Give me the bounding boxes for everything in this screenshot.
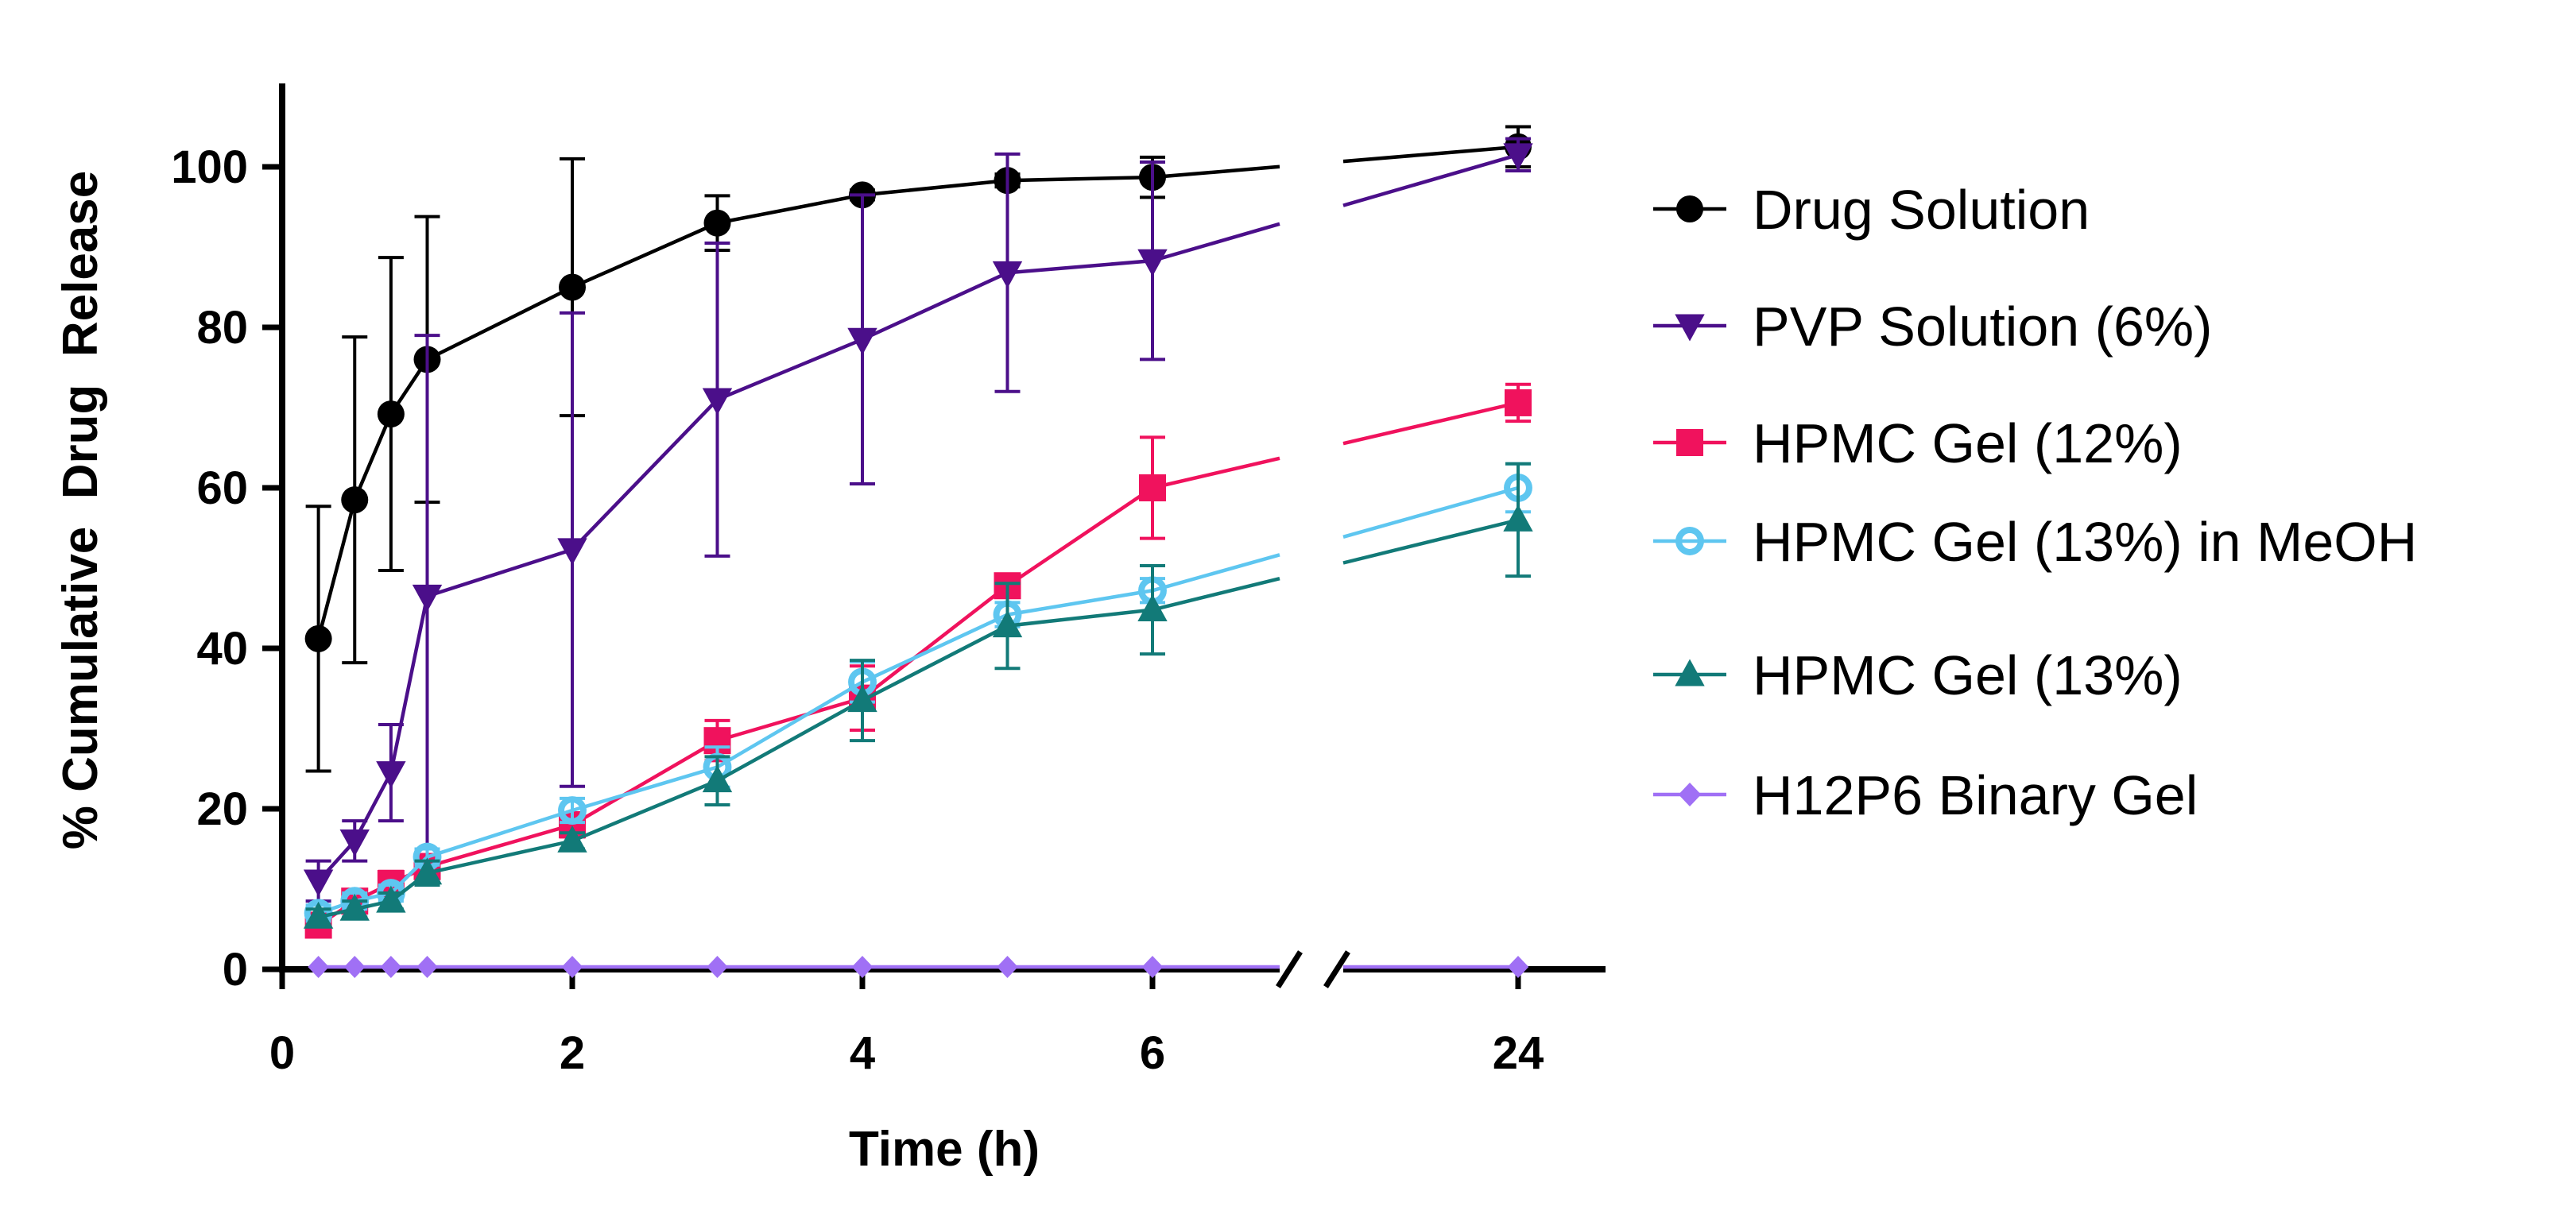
x-tick-label: 6 [1140, 1027, 1165, 1079]
y-tick-label: 40 [196, 623, 248, 675]
series-line [316, 164, 1280, 640]
data-point [376, 761, 406, 789]
data-point [1503, 504, 1533, 532]
y-tick-label: 100 [171, 141, 248, 193]
data-point [703, 209, 731, 237]
data-point [303, 869, 334, 897]
data-point [1141, 955, 1164, 978]
data-point [847, 327, 877, 355]
data-point [377, 400, 405, 428]
data-point [412, 584, 443, 612]
series-hpmc-gel-12 [304, 382, 1532, 939]
legend-marker [1675, 314, 1705, 342]
data-point [1139, 474, 1166, 501]
data-point [847, 685, 877, 713]
data-point [992, 610, 1023, 638]
legend-label: H12P6 Binary Gel [1753, 764, 2198, 826]
data-point [561, 955, 583, 978]
legend-entry: H12P6 Binary Gel [1653, 764, 2198, 826]
data-point [304, 624, 332, 652]
data-point [992, 261, 1023, 288]
data-point [376, 885, 406, 913]
legend-label: HPMC Gel (13%) [1753, 644, 2183, 706]
data-point [341, 486, 369, 514]
legend-label: PVP Solution (6%) [1753, 296, 2212, 358]
y-tick-label: 20 [196, 783, 248, 835]
data-point [557, 825, 587, 853]
y-ticks: 0 20 40 60 80 100 [171, 141, 282, 996]
series-line-after-break [1342, 145, 1519, 164]
data-point [1507, 955, 1529, 978]
legend-entry: HPMC Gel (13%) [1653, 644, 2183, 706]
series-line [317, 456, 1280, 927]
x-ticks: 0 2 4 6 24 [269, 969, 1544, 1079]
data-point [702, 388, 733, 416]
data-point [343, 955, 366, 978]
data-point [707, 955, 728, 978]
data-point [412, 857, 443, 885]
y-tick-label: 80 [196, 302, 248, 354]
data-point [303, 901, 334, 929]
legend: Drug Solution PVP Solution (6%) HPMC Gel (… [1653, 179, 2417, 826]
data-point [339, 829, 370, 856]
legend-entry: PVP Solution (6%) [1653, 296, 2212, 358]
data-point [851, 955, 874, 978]
data-point [1137, 249, 1168, 276]
data-point [1137, 594, 1168, 621]
series-line [316, 222, 1280, 883]
legend-entry: HPMC Gel (13%) in MeOH [1653, 511, 2417, 573]
data-point [559, 273, 586, 301]
x-tick-label: 24 [1493, 1027, 1544, 1079]
data-point [1503, 143, 1533, 171]
data-point [997, 955, 1018, 978]
data-point [380, 955, 402, 978]
legend-label: HPMC Gel (13%) in MeOH [1753, 511, 2417, 573]
legend-label: HPMC Gel (12%) [1753, 412, 2183, 474]
legend-label: Drug Solution [1753, 179, 2090, 241]
series-line-after-break [1342, 485, 1519, 539]
legend-marker [1675, 527, 1704, 555]
series-line [317, 553, 1280, 915]
y-tick-label: 0 [223, 944, 248, 996]
series-line-after-break [1342, 153, 1519, 207]
series-layer [303, 125, 1533, 978]
series-line-after-break [1342, 518, 1519, 565]
data-point [702, 765, 733, 793]
series-hpmc-gel-13-in-meoh [304, 462, 1532, 928]
series-h12p6-binary-gel [308, 955, 1529, 978]
data-point [416, 955, 438, 978]
y-axis-title: % Cumulative Drug Release [53, 171, 108, 850]
x-tick-label: 0 [269, 1027, 295, 1079]
x-tick-label: 4 [850, 1027, 875, 1079]
x-tick-label: 2 [560, 1027, 585, 1079]
x-axis-title: Time (h) [849, 1122, 1040, 1177]
legend-entry: HPMC Gel (12%) [1653, 412, 2183, 474]
data-point [557, 538, 587, 566]
data-point [308, 955, 329, 978]
y-tick-label: 60 [196, 462, 248, 514]
legend-marker [1676, 429, 1703, 456]
legend-marker [1675, 659, 1705, 686]
series-hpmc-gel-13 [303, 462, 1533, 929]
axis-break-mark-left [1276, 950, 1303, 988]
series-pvp-solution-6 [303, 137, 1533, 903]
series-line [318, 576, 1280, 919]
data-point [1505, 389, 1532, 416]
legend-entry: Drug Solution [1653, 179, 2090, 241]
series-line-after-break [1342, 400, 1519, 446]
data-point [339, 893, 370, 921]
data-point [558, 796, 587, 825]
axes [279, 83, 1606, 988]
series-drug-solution [304, 125, 1532, 773]
legend-marker [1678, 783, 1702, 806]
axis-break-mark-right [1323, 950, 1350, 988]
legend-marker [1676, 195, 1703, 222]
